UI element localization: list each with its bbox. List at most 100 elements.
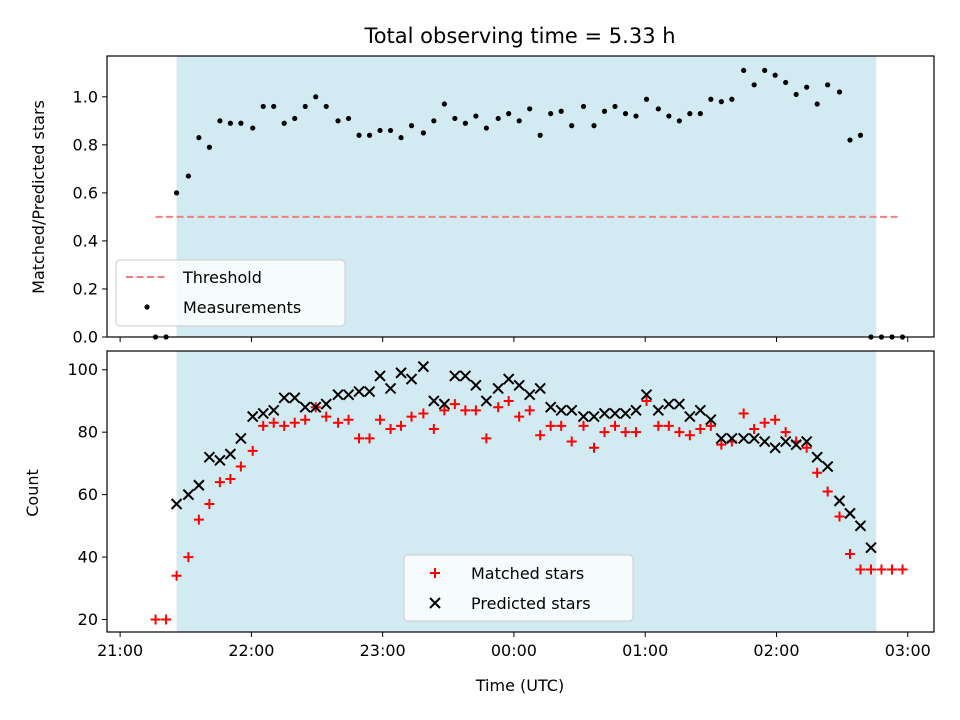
- measurement-point: [633, 113, 639, 119]
- measurement-point: [537, 132, 543, 138]
- predicted-star-point: [310, 401, 322, 413]
- y-tick-label: 0.8: [73, 135, 98, 154]
- matched-star-point: [396, 420, 407, 431]
- measurement-point: [452, 115, 458, 122]
- predicted-star-point: [619, 407, 632, 420]
- predicted-star-point: [565, 404, 578, 417]
- matched-star-point: [364, 433, 375, 444]
- measurement-point: [783, 79, 789, 86]
- measurement-point: [772, 72, 778, 78]
- matched-star-point: [321, 411, 332, 422]
- matched-star-point: [578, 420, 589, 431]
- predicted-star-point: [555, 404, 567, 417]
- y-tick-label: 80: [78, 423, 98, 442]
- matched-star-point: [812, 467, 823, 478]
- count-plot-data: [150, 360, 908, 625]
- measurement-point: [558, 108, 564, 114]
- matched-star-point: [663, 420, 674, 431]
- predicted-star-point: [640, 389, 653, 401]
- predicted-star-point: [748, 432, 760, 445]
- legend-predicted-swatch: [429, 597, 441, 609]
- matched-star-point: [834, 511, 845, 522]
- matched-star-point: [535, 430, 546, 441]
- matched-star-point: [886, 564, 897, 575]
- measurement-point: [420, 130, 426, 136]
- predicted-star-point: [758, 435, 771, 448]
- matched-star-point: [439, 405, 450, 416]
- predicted-star-point: [342, 389, 355, 401]
- predicted-star-point: [821, 460, 834, 473]
- measurement-point: [762, 67, 768, 74]
- predicted-star-point: [663, 398, 675, 410]
- predicted-star-point: [299, 401, 311, 413]
- matched-star-point: [610, 420, 621, 431]
- legend-matched-swatch: [430, 568, 440, 578]
- predicted-star-point: [502, 373, 515, 385]
- y-tick-label: 40: [78, 548, 98, 567]
- predicted-star-point: [534, 382, 546, 395]
- predicted-star-point: [715, 432, 728, 445]
- measurement-point: [281, 120, 287, 126]
- matched-star-point: [460, 405, 471, 416]
- count-plot-frame: [106, 350, 935, 633]
- legend-matched-label: Matched stars: [471, 564, 584, 583]
- matched-star-point: [481, 433, 492, 444]
- measurement-point: [643, 96, 650, 102]
- matched-star-point: [150, 614, 161, 625]
- measurement-point: [356, 132, 362, 138]
- predicted-star-point: [598, 407, 611, 420]
- matched-star-point: [493, 402, 504, 413]
- measurement-point: [335, 118, 341, 124]
- matched-star-point: [333, 417, 344, 428]
- measurement-point: [292, 115, 298, 122]
- measurement-point: [729, 96, 735, 102]
- measurement-point: [227, 120, 233, 126]
- matched-star-point: [343, 414, 354, 425]
- ratio-x-axis-ticks: [119, 337, 909, 342]
- predicted-star-point: [395, 367, 407, 379]
- measurement-point: [462, 120, 468, 126]
- measurement-point: [173, 190, 180, 196]
- predicted-star-point: [257, 407, 269, 420]
- measurement-point: [185, 173, 191, 179]
- y-tick-label: 100: [67, 360, 98, 379]
- measurement-point: [302, 103, 308, 110]
- predicted-star-point: [203, 451, 216, 463]
- measurement-point: [441, 101, 447, 107]
- predicted-star-point: [800, 435, 813, 448]
- measurement-point: [591, 123, 597, 129]
- legend-threshold-label: Threshold: [182, 268, 262, 287]
- measurement-point: [687, 111, 693, 117]
- measurement-point: [313, 94, 319, 100]
- predicted-star-point: [705, 413, 717, 426]
- matched-star-point: [406, 411, 417, 422]
- measurement-point: [655, 106, 661, 112]
- ratio-plot-frame: [106, 55, 935, 338]
- measurement-point: [825, 82, 831, 88]
- matched-star-point: [375, 414, 386, 425]
- legend-predicted-label: Predicted stars: [471, 594, 591, 613]
- matched-star-point: [235, 461, 246, 472]
- matched-star-point: [684, 430, 695, 441]
- measurement-point: [323, 103, 329, 110]
- matched-star-point: [770, 414, 781, 425]
- predicted-star-point: [726, 432, 738, 445]
- measurement-point: [708, 96, 714, 102]
- predicted-star-point: [854, 520, 867, 532]
- predicted-star-point: [609, 407, 621, 420]
- ratio-panel: 0.0 0.2 0.4 0.6 0.8 1.0 Matched/Predicted sta…: [29, 55, 935, 347]
- predicted-star-point: [278, 392, 290, 404]
- matched-star-point: [620, 427, 631, 438]
- measurement-point: [398, 135, 404, 141]
- matched-star-point: [279, 420, 290, 431]
- predicted-star-point: [737, 432, 750, 445]
- measurement-point: [260, 103, 266, 110]
- x-tick-label: 23:00: [360, 641, 406, 660]
- measurement-point: [666, 113, 672, 119]
- predicted-star-point: [811, 451, 823, 463]
- count-y-axis-label: Count: [23, 469, 42, 517]
- predicted-star-point: [459, 370, 472, 382]
- matched-star-point: [183, 552, 194, 563]
- matched-star-point: [428, 424, 439, 435]
